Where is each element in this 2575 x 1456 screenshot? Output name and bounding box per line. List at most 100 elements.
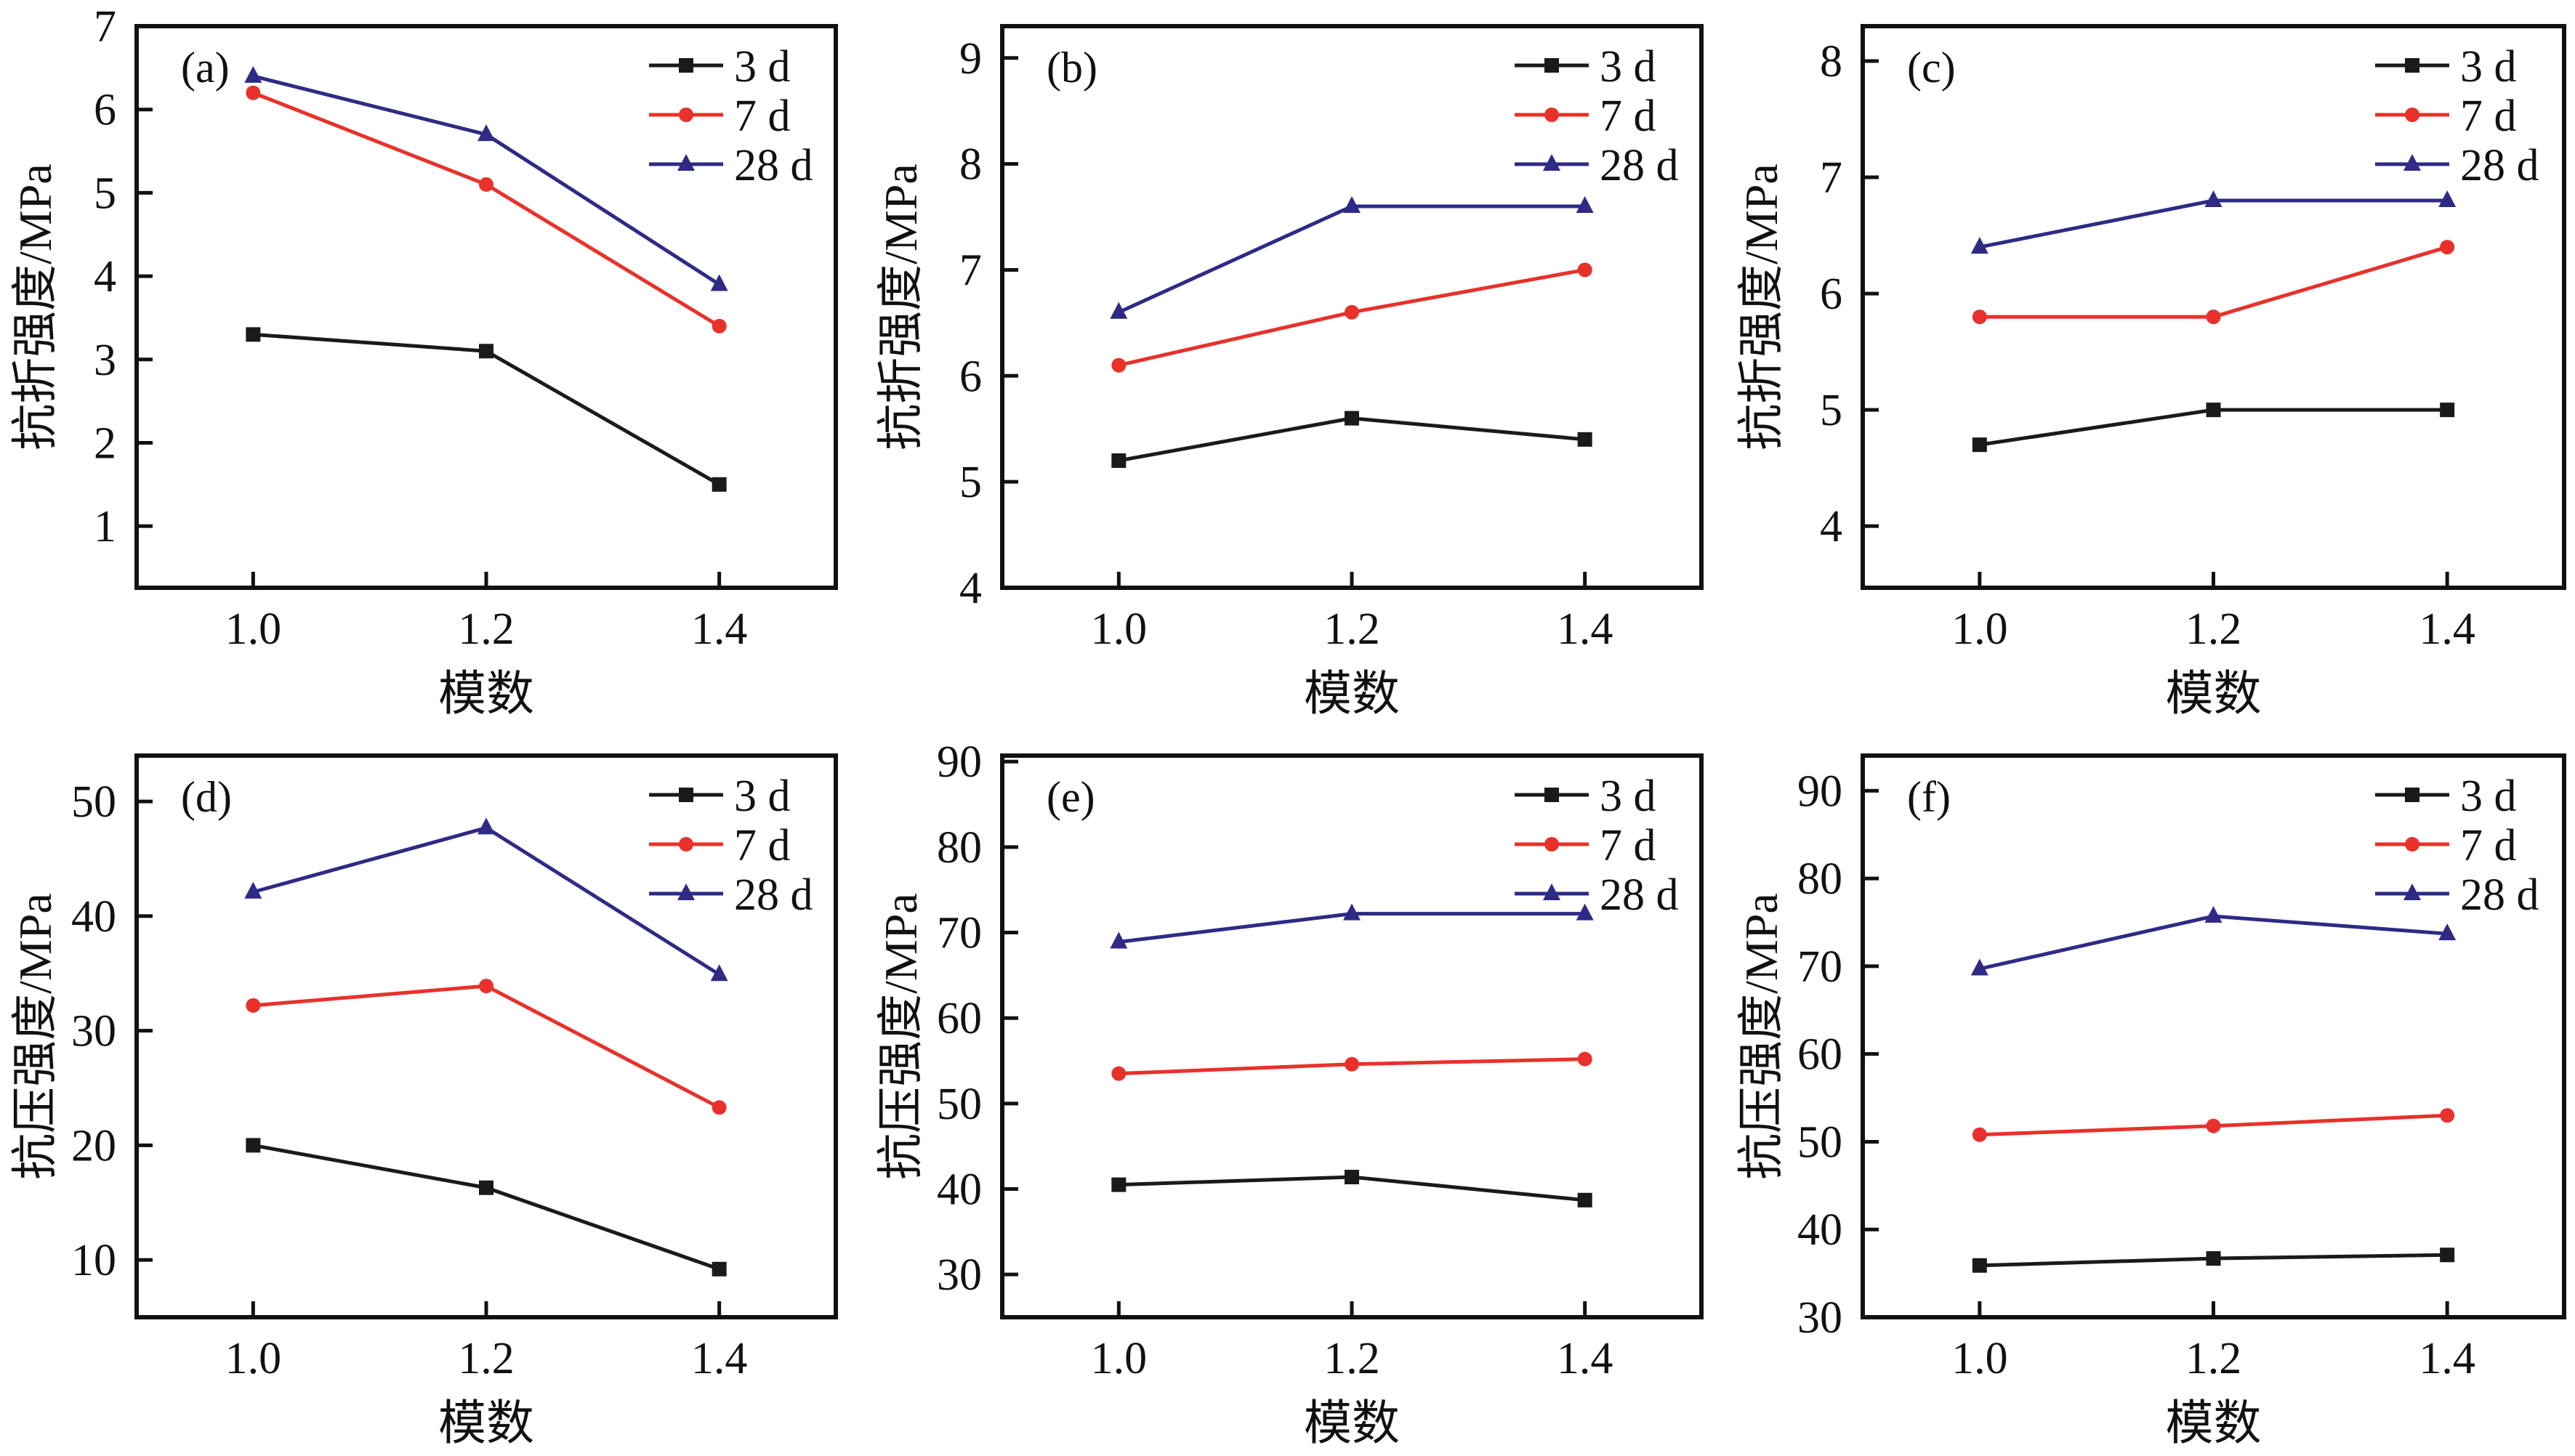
legend-item: 28 d — [649, 870, 813, 920]
panel-label: (b) — [1047, 44, 1097, 92]
legend-label: 28 d — [734, 141, 813, 190]
x-tick-label: 1.0 — [1951, 604, 2008, 654]
y-tick-label: 80 — [1797, 854, 1842, 904]
legend-marker — [2405, 788, 2419, 802]
x-axis-label: 模数 — [1304, 668, 1400, 721]
series-7d — [1111, 1051, 1592, 1081]
y-tick-label: 60 — [1797, 1030, 1842, 1080]
data-point — [2204, 906, 2223, 923]
data-point — [712, 1261, 727, 1277]
y-tick-label: 80 — [937, 823, 982, 873]
legend-label: 3 d — [2460, 42, 2517, 92]
y-tick-label: 4 — [94, 252, 116, 302]
legend-item: 3 d — [649, 772, 791, 821]
y-tick-label: 90 — [937, 737, 982, 787]
x-tick-label: 1.0 — [1091, 604, 1148, 654]
data-point — [2438, 190, 2457, 208]
legend-marker — [679, 837, 693, 852]
legend-label: 28 d — [734, 870, 813, 920]
x-axis-label: 模数 — [2166, 668, 2262, 721]
data-point — [2206, 403, 2221, 418]
legend-marker — [1544, 58, 1559, 73]
data-point — [2206, 1118, 2221, 1133]
y-tick-label: 6 — [959, 352, 982, 401]
series-7d — [246, 85, 727, 333]
y-tick-label: 6 — [94, 86, 116, 135]
data-point — [244, 65, 262, 83]
legend-item: 28 d — [2375, 141, 2539, 190]
series-3d — [1972, 1247, 2455, 1273]
series-3d — [1111, 410, 1592, 468]
data-point — [1972, 1127, 1987, 1142]
x-tick-label: 1.0 — [225, 1334, 282, 1383]
data-point — [2206, 310, 2221, 325]
y-axis-label: 抗压强度/MPa — [1736, 893, 1787, 1180]
legend-label: 3 d — [734, 772, 791, 821]
series-3d — [246, 327, 727, 492]
chart-panel-b: 4 5 6 7 8 9 1.0 1.2 1.4 模数 抗折强度/MPa (b) 3 d7 d28 d — [875, 24, 1704, 721]
x-tick-label: 1.4 — [1557, 604, 1613, 654]
data-point — [1972, 1258, 1987, 1273]
plot-frame — [134, 24, 838, 590]
data-point — [244, 881, 262, 899]
data-point — [710, 964, 728, 982]
data-point — [2438, 923, 2457, 941]
plot-frame — [1861, 753, 2566, 1319]
series-28d — [1970, 190, 2457, 254]
chart-panel-c: 4 5 6 7 8 1.0 1.2 1.4 模数 抗折强度/MPa (c) 3 d7 d28 d — [1736, 24, 2566, 721]
legend-label: 3 d — [1600, 772, 1656, 821]
legend-label: 7 d — [1600, 821, 1656, 870]
plot-frame — [1861, 24, 2566, 590]
data-point — [1110, 302, 1128, 319]
data-point — [712, 318, 727, 333]
legend-label: 28 d — [1600, 870, 1679, 920]
x-tick-label: 1.4 — [691, 1334, 748, 1383]
legend-item: 28 d — [1515, 870, 1679, 920]
y-tick-label: 5 — [959, 458, 982, 507]
x-tick-label: 1.2 — [2185, 1334, 2242, 1383]
series-3d — [1972, 403, 2455, 453]
legend-item: 28 d — [1515, 141, 1679, 190]
series-3d — [1111, 1170, 1592, 1208]
y-tick-label: 4 — [959, 564, 982, 613]
y-tick-label: 20 — [71, 1121, 116, 1170]
x-axis-label: 模数 — [438, 1397, 534, 1450]
x-tick-label: 1.0 — [1951, 1334, 2008, 1383]
series-line — [1979, 198, 2448, 249]
legend-marker — [677, 883, 695, 900]
legend-marker — [1543, 154, 1560, 171]
data-point — [477, 817, 495, 835]
x-axis-label: 模数 — [438, 668, 534, 721]
y-tick-label: 10 — [71, 1236, 116, 1285]
data-point — [1345, 410, 1359, 426]
series-28d — [1110, 903, 1594, 949]
data-point — [2440, 1247, 2455, 1263]
data-point — [479, 344, 493, 359]
data-point — [1576, 195, 1594, 213]
series-line — [1979, 914, 2448, 971]
y-tick-label: 5 — [94, 169, 116, 218]
panel-label: (e) — [1047, 773, 1095, 821]
x-tick-label: 1.0 — [225, 604, 282, 654]
y-axis-label: 抗压强度/MPa — [9, 893, 61, 1180]
y-tick-label: 8 — [959, 140, 982, 190]
y-axis-label: 抗折强度/MPa — [1736, 163, 1787, 450]
data-point — [1972, 310, 1987, 325]
legend-item: 7 d — [2375, 821, 2517, 870]
y-tick-label: 3 — [94, 336, 116, 385]
data-point — [1111, 357, 1127, 373]
y-axis-label: 抗折强度/MPa — [875, 163, 927, 450]
legend-item: 7 d — [649, 92, 791, 141]
legend-marker — [1543, 883, 1560, 900]
x-tick-label: 1.4 — [691, 604, 748, 654]
x-tick-label: 1.4 — [2419, 604, 2475, 654]
legend-marker — [1544, 108, 1559, 122]
data-point — [479, 177, 493, 192]
legend-item: 28 d — [649, 141, 813, 190]
y-tick-label: 50 — [1797, 1117, 1842, 1167]
plot-frame — [1000, 24, 1704, 590]
legend-item: 3 d — [1515, 42, 1656, 92]
x-tick-label: 1.0 — [1091, 1334, 1148, 1383]
legend-label: 7 d — [1600, 92, 1656, 141]
data-point — [712, 477, 727, 492]
